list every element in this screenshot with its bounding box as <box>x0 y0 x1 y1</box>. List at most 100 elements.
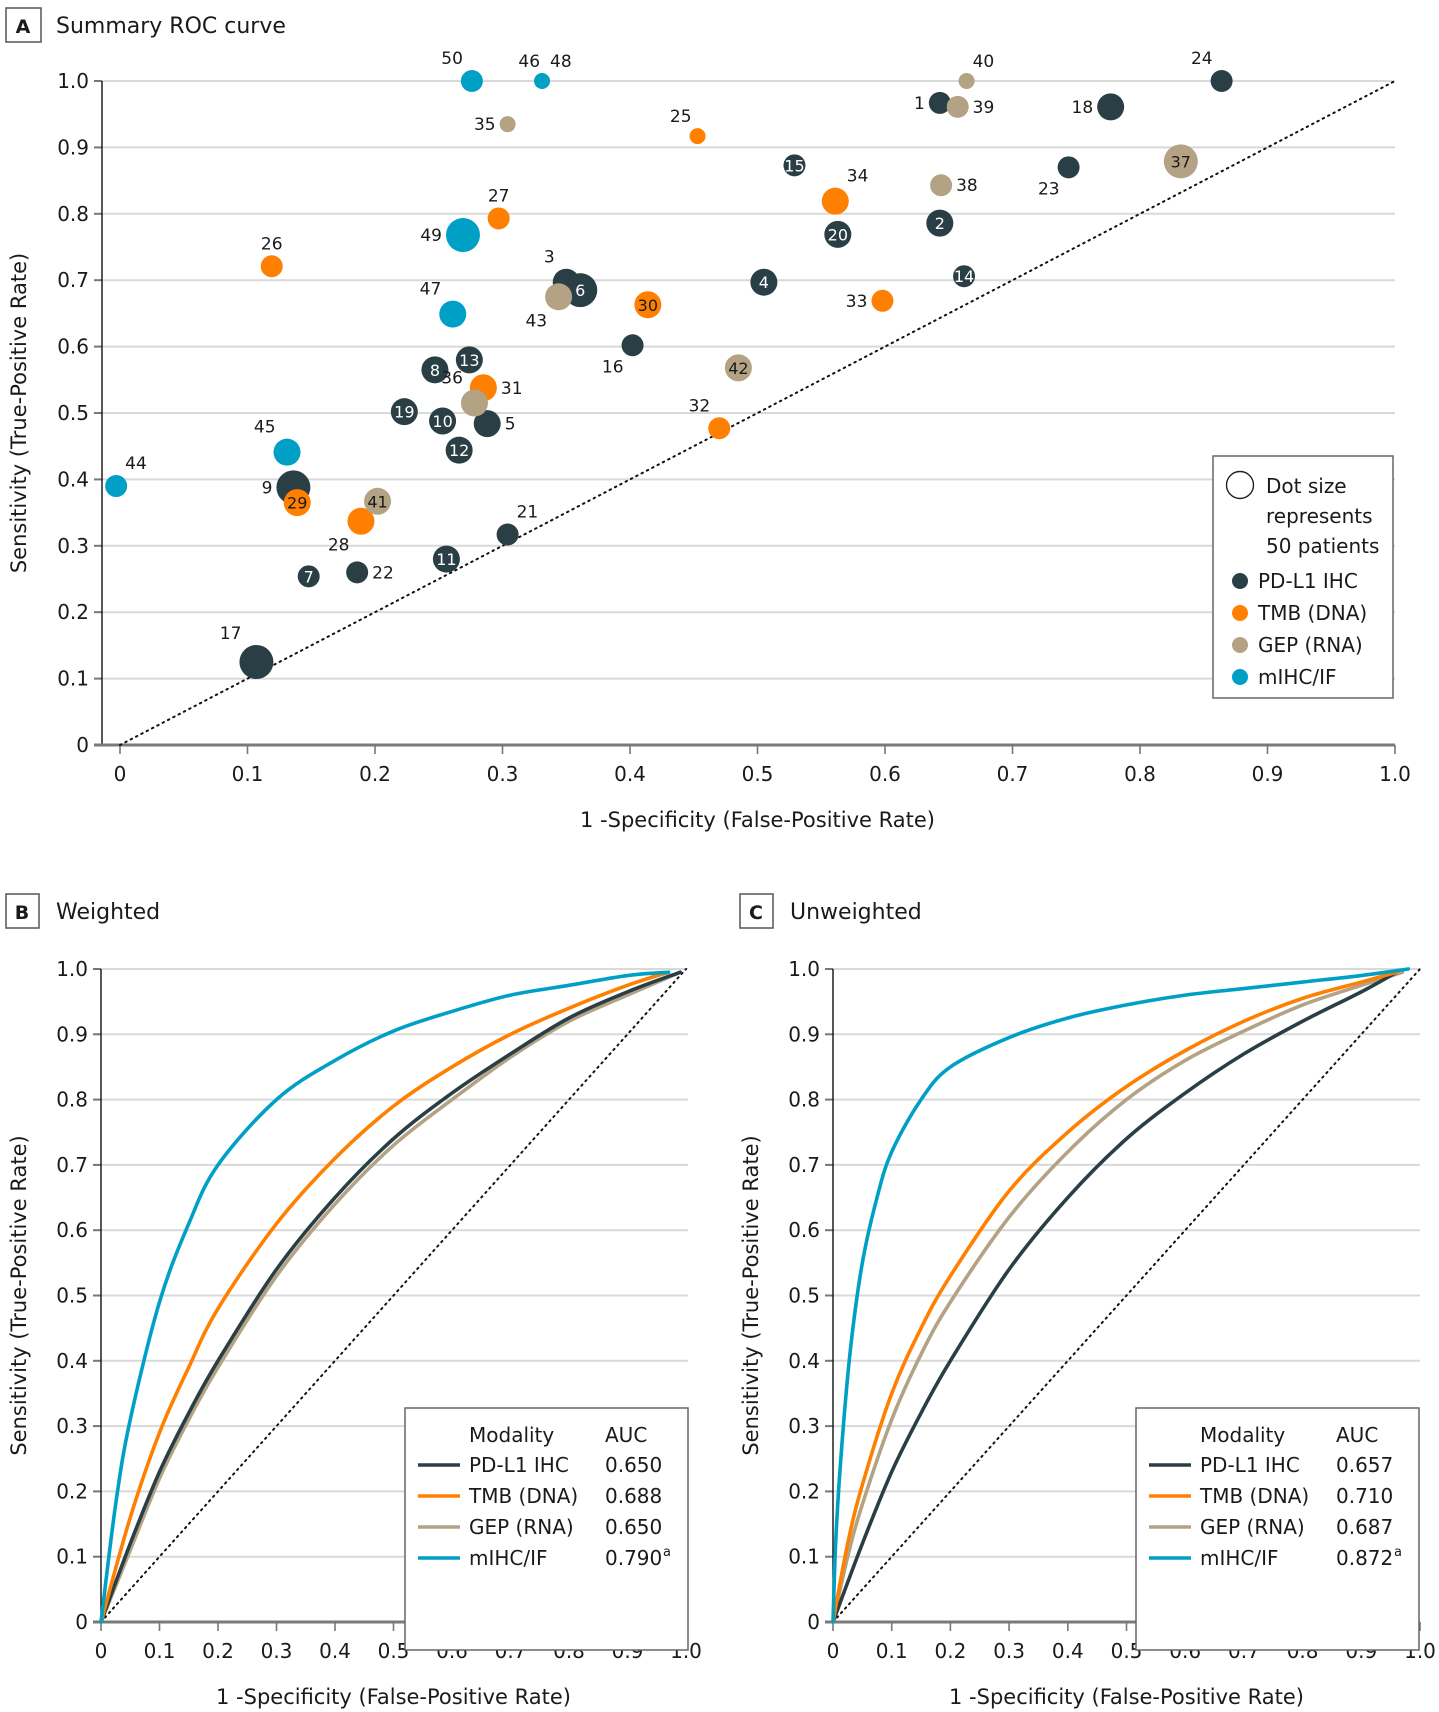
panel-legend: Modality AUC PD-L1 IHC 0.650 TMB (DNA) 0.688 G… <box>404 1407 689 1651</box>
point-label: 41 <box>367 492 387 511</box>
y-tick-label: 0.9 <box>56 1022 88 1046</box>
x-axis-title: 1 -Specificity (False-Positive Rate) <box>949 1685 1304 1709</box>
point-28 <box>347 507 375 535</box>
legend-auc: 0.790 <box>605 1546 662 1570</box>
y-tick-label: 0 <box>76 733 89 757</box>
point-24 <box>1210 70 1233 92</box>
point-42 <box>724 354 752 382</box>
point-label: 11 <box>436 550 456 569</box>
point-label: 14 <box>954 267 974 286</box>
legend-modality: PD-L1 IHC <box>469 1453 569 1477</box>
point-label: 46 <box>518 52 540 72</box>
panel-a-legend: Dot size represents 50 patients PD-L1 IHC TM… <box>1212 455 1394 699</box>
x-tick-label: 0.5 <box>742 762 774 786</box>
legend-modality: mIHC/IF <box>1200 1546 1279 1570</box>
legend-auc: 0.650 <box>605 1515 662 1539</box>
y-axis-title: Sensitivity (True-Positive Rate) <box>739 1135 763 1455</box>
point-2 <box>926 209 954 237</box>
panel-b-title: Weighted <box>56 900 160 925</box>
roc-curve-pd-l1-ihc <box>99 970 682 1624</box>
y-tick-label: 0.6 <box>788 1218 820 1242</box>
x-tick-label: 0.8 <box>1124 762 1156 786</box>
point-44 <box>105 475 128 498</box>
point-50 <box>460 70 483 92</box>
point-label: 15 <box>784 156 804 175</box>
point-15 <box>783 154 806 177</box>
point-12 <box>445 436 473 464</box>
y-tick-label: 1.0 <box>57 69 89 93</box>
panel-c-letter-box <box>739 893 774 929</box>
x-tick-label: 0.2 <box>202 1639 234 1663</box>
y-tick-label: 0.9 <box>788 1022 820 1046</box>
panel-c-header: C Unweighted <box>739 893 922 929</box>
point-11 <box>432 545 460 573</box>
x-tick-label: 0.3 <box>993 1639 1025 1663</box>
legend-box <box>404 1407 689 1651</box>
legend-auc: 0.657 <box>1336 1453 1393 1477</box>
legend-swatch <box>1232 669 1248 685</box>
panel-c-letter: C <box>749 902 763 924</box>
chance-diagonal-line <box>119 80 1396 746</box>
point-20 <box>824 220 852 248</box>
y-axis-title: Sensitivity (True-Positive Rate) <box>7 1135 31 1455</box>
point-label: 1 <box>914 94 925 114</box>
x-tick-label: 0.2 <box>934 1639 966 1663</box>
y-tick-label: 0.4 <box>57 467 89 491</box>
point-41 <box>364 487 392 515</box>
legend-modality: GEP (RNA) <box>469 1515 574 1539</box>
panel-b-chart: 0 0.1 0.2 0.3 0.4 0.5 0.6 0.7 0.8 0.9 1.0 0 0.1 0.2 0.… <box>7 957 702 1709</box>
point-label: 30 <box>638 296 658 315</box>
y-tick-label: 0.5 <box>56 1284 88 1308</box>
point-33 <box>871 289 894 312</box>
point-label: 34 <box>847 167 869 187</box>
y-tick-label: 0.5 <box>57 401 89 425</box>
point-13 <box>455 346 483 374</box>
point-label: 26 <box>261 234 283 254</box>
point-34 <box>821 187 849 215</box>
point-label: 4 <box>759 273 769 292</box>
legend-size-note: 50 patients <box>1266 534 1379 558</box>
y-tick-label: 0 <box>75 1610 88 1634</box>
point-label: 8 <box>430 361 440 380</box>
point-40 <box>958 73 975 89</box>
panel-legend: Modality AUC PD-L1 IHC 0.657 TMB (DNA) 0.710 G… <box>1135 1407 1420 1651</box>
panel-a-letter-box <box>5 7 42 43</box>
y-tick-label: 0.4 <box>56 1349 88 1373</box>
point-label: 49 <box>420 226 442 246</box>
x-tick-label: 0.5 <box>378 1639 410 1663</box>
roc-curve-gep-rna- <box>831 970 1405 1624</box>
legend-auc: 0.710 <box>1336 1484 1393 1508</box>
roc-curve-tmb-dna- <box>831 970 1399 1624</box>
point-label: 19 <box>394 403 414 422</box>
point-label: 48 <box>550 52 572 72</box>
point-8 <box>421 356 449 384</box>
legend-header-auc: AUC <box>1336 1423 1378 1447</box>
roc-curve-mihc-if <box>831 967 1411 1624</box>
point-label: 25 <box>670 107 692 127</box>
y-tick-label: 1.0 <box>788 957 820 981</box>
point-label: 2 <box>935 214 945 233</box>
point-label: 39 <box>973 98 995 118</box>
roc-curve-mihc-if <box>99 970 671 1624</box>
y-tick-label: 0.3 <box>56 1414 88 1438</box>
point-label: 21 <box>517 503 539 523</box>
roc-curve-gep-rna- <box>99 970 682 1624</box>
y-tick-label: 0.9 <box>57 135 89 159</box>
x-tick-label: 0.1 <box>232 762 264 786</box>
x-axis-title: 1 -Specificity (False-Positive Rate) <box>216 1685 571 1709</box>
panel-a-chart: 0 0.1 0.2 0.3 0.4 0.5 0.6 0.7 0.8 0.9 1.0 0 0.1 0.2 0.… <box>7 49 1411 832</box>
panel-b-letter: B <box>15 902 29 924</box>
panel-a-title: Summary ROC curve <box>56 14 286 39</box>
point-label: 38 <box>956 176 978 196</box>
legend-entry: GEP (RNA) <box>1258 633 1363 657</box>
panel-c-title: Unweighted <box>790 900 922 925</box>
y-tick-label: 0.7 <box>788 1153 820 1177</box>
legend-size-note: Dot size <box>1266 474 1347 498</box>
point-19 <box>390 398 418 426</box>
y-tick-label: 0.4 <box>788 1349 820 1373</box>
point-1 <box>928 91 951 114</box>
point-22 <box>346 561 369 584</box>
point-label: 22 <box>372 563 394 583</box>
point-label: 47 <box>420 280 442 300</box>
